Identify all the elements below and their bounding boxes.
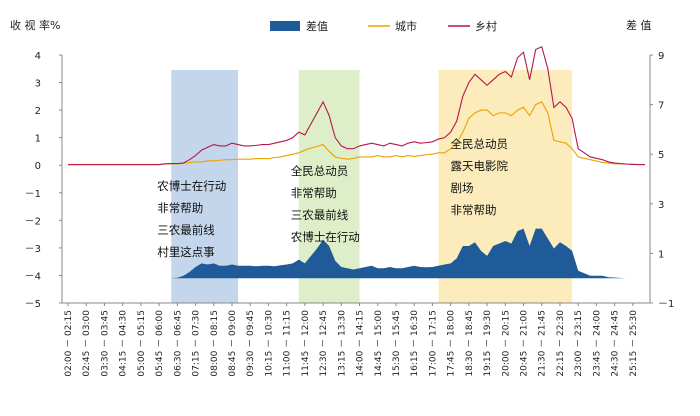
x-tick-label: 04:15 － 04:30 — [119, 310, 129, 377]
band-annotation: 农博士在行动 — [157, 179, 226, 193]
y-right-tick-label: 3 — [658, 200, 664, 211]
x-tick-label: 08:45 － 09:00 — [228, 310, 238, 377]
x-tick-label: 22:15 － 22:30 — [556, 310, 566, 377]
band-annotation: 全民总动员 — [291, 164, 349, 178]
x-tick-label: 15:30 － 15:45 — [392, 310, 402, 377]
x-tick-label: 07:15 － 07:30 — [192, 310, 202, 377]
legend-label: 城市 — [395, 19, 417, 33]
band-annotation: 三农最前线 — [291, 208, 349, 222]
x-tick-label: 23:45 － 24:00 — [592, 310, 602, 377]
y-left-tick-label: －5 — [25, 299, 41, 310]
x-tick-label: 24:30 － 24:45 — [611, 310, 621, 377]
x-tick-label: 13:15 － 13:30 — [337, 310, 347, 377]
x-tick-label: 09:30 － 09:45 — [246, 310, 256, 377]
x-tick-label: 11:00 － 11:15 — [283, 310, 293, 377]
series-line-rural — [68, 45, 645, 166]
x-tick-label: 06:30 － 06:45 — [173, 310, 183, 377]
diff-area-layer — [68, 228, 645, 279]
y-right-tick-label: 7 — [658, 101, 664, 112]
y-left-tick-label: －4 — [25, 271, 41, 282]
y-right-tick-label: －1 — [658, 299, 674, 310]
x-tick-label: 05:45 － 06:00 — [155, 310, 165, 377]
legend-label: 差值 — [306, 19, 328, 33]
x-tick-label: 20:00 － 20:15 — [501, 310, 511, 377]
y-left-tick-label: 0 — [35, 161, 41, 172]
y-left-tick-label: －1 — [25, 189, 41, 200]
band-annotation: 剧场 — [450, 181, 473, 195]
x-tick-label: 03:30 － 03:45 — [100, 310, 110, 377]
series-area-diff — [68, 228, 645, 279]
y-left-axis-label: 收 视 率% — [10, 18, 60, 32]
y-right-tick-label: 9 — [658, 51, 664, 62]
legend: 差值 城市 乡村 — [270, 19, 497, 33]
band-annotation: 非常帮助 — [291, 186, 337, 200]
band-annotation: 农博士在行动 — [291, 230, 360, 244]
y-left-tick-label: 3 — [35, 79, 41, 90]
x-tick-label: 10:15 － 10:30 — [264, 310, 274, 377]
y-right-axis-label: 差 值 — [626, 18, 652, 32]
x-tick-label: 17:45 － 18:00 — [447, 310, 457, 377]
band-annotation: 三农最前线 — [157, 223, 215, 237]
band-annotation: 非常帮助 — [450, 203, 496, 217]
x-tick-label: 14:45 － 15:00 — [374, 310, 384, 377]
x-tick-label: 21:30 － 21:45 — [538, 310, 548, 377]
x-tick-label: 08:00 － 08:15 — [210, 310, 220, 377]
x-tick-label: 23:00 － 23:15 — [574, 310, 584, 377]
band-annotation: 露天电影院 — [450, 159, 508, 173]
x-tick-label: 25:15 － 25:30 — [629, 310, 639, 377]
x-tick-label: 14:00 － 14:15 — [356, 310, 366, 377]
x-tick-label: 02:00 － 02:15 — [64, 310, 74, 377]
x-tick-label: 05:00 － 05:15 — [137, 310, 147, 377]
x-tick-label: 16:15 － 16:30 — [410, 310, 420, 377]
y-left-tick-label: －2 — [25, 216, 41, 227]
x-tick-label: 11:45 － 12:00 — [301, 310, 311, 377]
x-tick-label: 12:30 － 12:45 — [319, 310, 329, 377]
y-right-tick-label: 5 — [658, 150, 664, 161]
y-left-tick-label: 2 — [35, 106, 41, 117]
x-tick-label: 20:45 － 21:00 — [520, 310, 530, 377]
band-annotations: 农博士在行动非常帮助三农最前线村里这点事全民总动员非常帮助三农最前线农博士在行动… — [157, 137, 508, 259]
x-tick-label: 17:00 － 17:15 — [428, 310, 438, 377]
axes-layer: 4 3 2 1 0 －1 －2 －3 －4 －5 9 7 5 3 1 －1 02:00 － 02:15 02:45… — [25, 51, 675, 377]
band-annotation: 村里这点事 — [157, 245, 215, 259]
y-left-tick-label: －3 — [25, 244, 41, 255]
legend-label: 乡村 — [475, 19, 497, 33]
y-left-tick-label: 1 — [35, 134, 41, 145]
y-right-tick-label: 1 — [658, 249, 664, 260]
lines-layer — [68, 45, 645, 166]
y-left-tick-label: 4 — [35, 51, 41, 62]
band-annotation: 非常帮助 — [157, 201, 203, 215]
x-tick-label: 19:15 － 19:30 — [483, 310, 493, 377]
band-annotation: 全民总动员 — [450, 137, 508, 151]
legend-swatch-diff — [270, 21, 300, 31]
x-tick-label: 02:45 － 03:00 — [82, 310, 92, 377]
x-tick-label: 18:30 － 18:45 — [465, 310, 475, 377]
